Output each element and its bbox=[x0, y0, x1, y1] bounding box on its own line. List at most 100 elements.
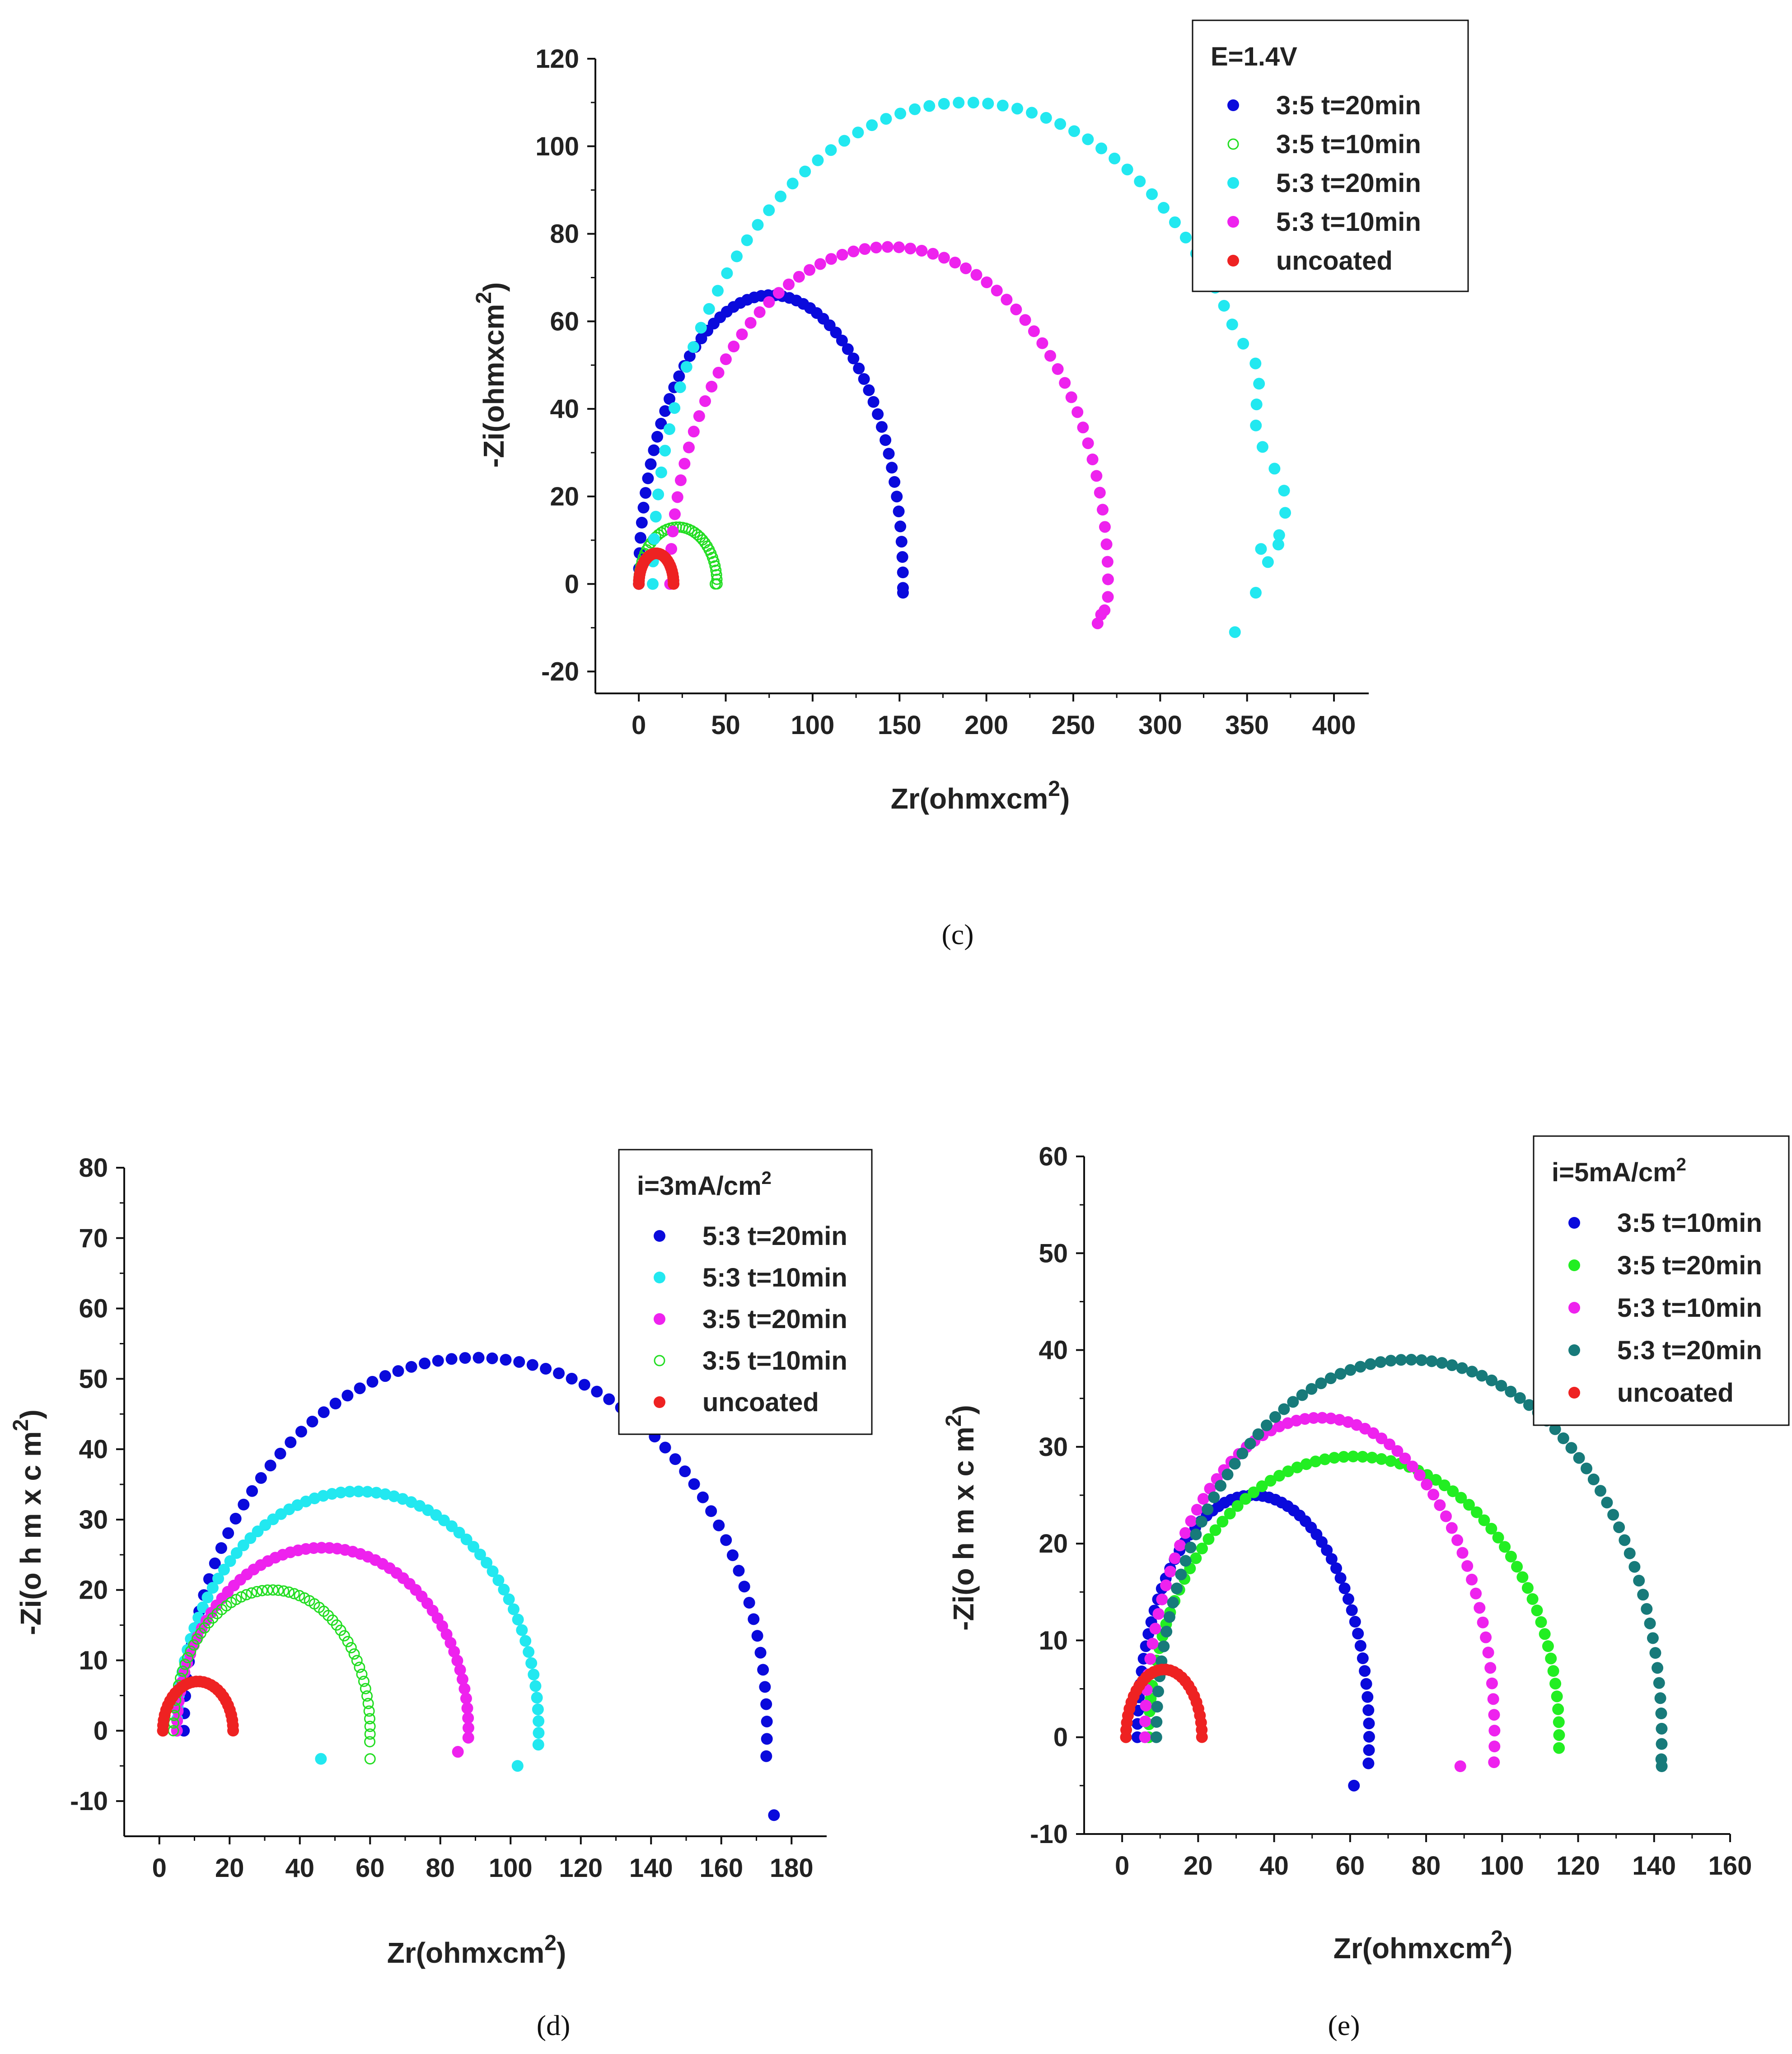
data-point bbox=[462, 1731, 474, 1744]
legend-marker bbox=[1227, 138, 1239, 150]
data-point bbox=[1244, 1437, 1256, 1450]
data-point bbox=[237, 1539, 249, 1551]
data-point bbox=[1185, 1515, 1197, 1527]
data-point bbox=[1044, 350, 1056, 362]
data-point bbox=[1656, 1722, 1668, 1735]
data-point bbox=[712, 366, 725, 379]
data-point bbox=[743, 1596, 755, 1609]
data-point bbox=[1476, 1370, 1488, 1382]
data-point bbox=[1184, 1541, 1197, 1553]
data-point bbox=[1011, 103, 1024, 115]
y-axis-label: -Zi(o h m x c m2) bbox=[9, 1409, 47, 1635]
data-point bbox=[361, 1486, 374, 1498]
data-point bbox=[842, 343, 854, 355]
data-point bbox=[648, 533, 660, 545]
data-point bbox=[532, 1739, 544, 1751]
legend-label: 3:5 t=20min bbox=[1617, 1251, 1762, 1280]
data-point bbox=[218, 1563, 230, 1576]
data-point bbox=[927, 248, 939, 260]
data-point bbox=[419, 1357, 431, 1370]
data-point bbox=[459, 1683, 471, 1695]
data-point bbox=[804, 264, 816, 276]
data-point bbox=[893, 505, 905, 518]
data-point bbox=[1499, 1541, 1511, 1553]
data-point bbox=[1354, 1361, 1366, 1373]
data-point bbox=[1278, 1403, 1290, 1415]
data-point bbox=[1514, 1392, 1526, 1404]
data-point bbox=[1652, 1662, 1664, 1674]
y-tick-label: 20 bbox=[550, 482, 579, 511]
data-point bbox=[519, 1635, 532, 1647]
x-tick-label: 0 bbox=[1115, 1851, 1129, 1881]
y-tick-label: 40 bbox=[1039, 1336, 1068, 1365]
data-point bbox=[1466, 1366, 1478, 1378]
y-tick-label: 80 bbox=[550, 220, 579, 249]
legend: i=3mA/cm2 5:3 t=20min 5:3 t=10min 3:5 t=20m… bbox=[618, 1149, 873, 1435]
x-tick-label: 160 bbox=[1708, 1851, 1752, 1881]
data-point bbox=[688, 426, 700, 438]
data-point bbox=[703, 303, 715, 315]
data-point bbox=[364, 1721, 376, 1732]
data-point bbox=[1169, 1552, 1181, 1564]
data-point bbox=[768, 1809, 780, 1821]
data-point bbox=[1628, 1561, 1641, 1573]
data-point bbox=[1334, 1368, 1347, 1380]
data-point bbox=[578, 1379, 590, 1391]
data-point bbox=[710, 564, 722, 576]
data-point bbox=[1054, 118, 1067, 130]
data-point bbox=[866, 119, 878, 131]
data-point bbox=[356, 1668, 368, 1680]
data-point bbox=[230, 1547, 243, 1559]
data-point bbox=[1647, 1632, 1659, 1644]
data-point bbox=[603, 1393, 615, 1405]
data-point bbox=[508, 1603, 520, 1615]
x-tick-label: 80 bbox=[1412, 1851, 1441, 1881]
data-point bbox=[858, 373, 870, 385]
data-point bbox=[1171, 1582, 1183, 1595]
series-5-3-t-10min bbox=[1139, 1412, 1501, 1772]
data-point bbox=[1152, 1685, 1164, 1698]
data-point bbox=[1552, 1703, 1564, 1715]
data-point bbox=[267, 1584, 279, 1596]
data-point bbox=[448, 1646, 460, 1658]
data-point bbox=[881, 241, 894, 253]
data-point bbox=[1252, 1428, 1264, 1440]
data-point bbox=[1330, 1562, 1342, 1574]
data-point bbox=[1427, 1488, 1440, 1501]
data-point bbox=[512, 1614, 524, 1626]
data-point bbox=[392, 1365, 404, 1377]
data-point bbox=[1348, 1779, 1360, 1792]
data-point bbox=[645, 458, 657, 470]
data-point bbox=[736, 328, 748, 341]
legend-marker bbox=[1227, 255, 1239, 267]
legend-marker bbox=[1227, 177, 1239, 189]
data-point bbox=[262, 1584, 273, 1596]
y-tick-label: 80 bbox=[79, 1153, 108, 1183]
data-point bbox=[1036, 337, 1048, 349]
data-point bbox=[1406, 1460, 1418, 1473]
data-point bbox=[680, 361, 692, 373]
data-point bbox=[462, 1722, 474, 1734]
data-point bbox=[1090, 470, 1103, 482]
legend-marker bbox=[654, 1272, 665, 1283]
data-point bbox=[863, 384, 875, 396]
data-point bbox=[853, 362, 865, 374]
data-point bbox=[364, 1753, 376, 1765]
data-point bbox=[295, 1426, 307, 1438]
data-point bbox=[981, 276, 993, 288]
y-axis-label: -Zi(o h m x c m2) bbox=[942, 1405, 980, 1631]
legend-box bbox=[1533, 1135, 1790, 1426]
data-point bbox=[838, 135, 851, 147]
data-point bbox=[1363, 1744, 1375, 1756]
y-tick-label: 120 bbox=[535, 44, 579, 74]
data-point bbox=[460, 1692, 472, 1704]
legend-box bbox=[618, 1149, 873, 1435]
data-point bbox=[1535, 1616, 1547, 1628]
data-point bbox=[461, 1702, 473, 1714]
data-point bbox=[1160, 1579, 1172, 1591]
data-point bbox=[1362, 1757, 1375, 1769]
legend-label: uncoated bbox=[1276, 246, 1393, 276]
data-point bbox=[1455, 1492, 1467, 1504]
data-point bbox=[1174, 1539, 1186, 1552]
data-point bbox=[264, 1460, 276, 1472]
